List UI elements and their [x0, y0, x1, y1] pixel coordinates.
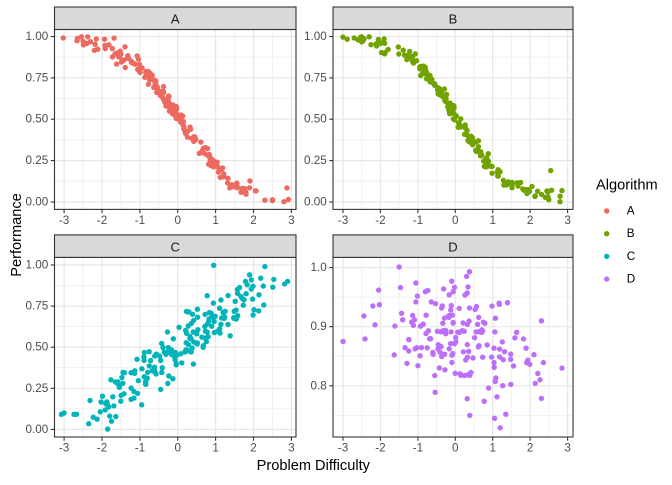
svg-text:D: D: [448, 239, 457, 254]
svg-text:1: 1: [489, 442, 496, 455]
svg-text:3: 3: [288, 442, 295, 455]
svg-text:A: A: [627, 204, 635, 217]
svg-text:-3: -3: [338, 214, 348, 227]
svg-text:A: A: [171, 11, 180, 26]
svg-text:0.9: 0.9: [311, 320, 327, 333]
svg-text:0.25: 0.25: [26, 154, 49, 167]
svg-text:1: 1: [212, 214, 219, 227]
svg-text:-1: -1: [135, 214, 145, 227]
svg-text:3: 3: [288, 214, 295, 227]
svg-text:C: C: [627, 250, 635, 263]
svg-text:-2: -2: [375, 442, 385, 455]
svg-text:Problem Difficulty: Problem Difficulty: [257, 458, 371, 474]
svg-text:0: 0: [174, 214, 181, 227]
svg-text:0.00: 0.00: [26, 423, 49, 436]
svg-text:-3: -3: [338, 442, 348, 455]
svg-text:Algorithm: Algorithm: [596, 178, 658, 194]
svg-text:D: D: [627, 273, 635, 286]
svg-text:3: 3: [564, 442, 571, 455]
svg-text:0.25: 0.25: [304, 154, 327, 167]
svg-text:1: 1: [212, 442, 219, 455]
svg-text:2: 2: [250, 214, 257, 227]
svg-text:-2: -2: [97, 442, 107, 455]
svg-text:-1: -1: [413, 442, 423, 455]
svg-text:0.50: 0.50: [26, 113, 49, 126]
svg-text:0.50: 0.50: [26, 341, 49, 354]
svg-text:0: 0: [174, 442, 181, 455]
svg-text:0.00: 0.00: [26, 196, 49, 209]
svg-text:2: 2: [527, 442, 534, 455]
svg-text:B: B: [627, 227, 635, 240]
svg-text:0: 0: [452, 214, 459, 227]
svg-text:1.00: 1.00: [304, 30, 327, 43]
svg-text:0.75: 0.75: [26, 71, 49, 84]
svg-text:-2: -2: [375, 214, 385, 227]
svg-text:0.25: 0.25: [26, 382, 49, 395]
svg-text:-2: -2: [97, 214, 107, 227]
svg-text:0.00: 0.00: [304, 196, 327, 209]
svg-text:1.0: 1.0: [311, 261, 328, 274]
svg-text:3: 3: [564, 214, 571, 227]
svg-text:1: 1: [489, 214, 496, 227]
svg-text:-3: -3: [59, 214, 69, 227]
svg-text:0.8: 0.8: [311, 379, 327, 392]
svg-text:-1: -1: [135, 442, 145, 455]
svg-text:0.50: 0.50: [304, 113, 327, 126]
svg-text:2: 2: [527, 214, 534, 227]
svg-text:Performance: Performance: [9, 193, 25, 277]
svg-text:1.00: 1.00: [26, 259, 49, 272]
svg-text:-1: -1: [413, 214, 423, 227]
svg-text:0.75: 0.75: [26, 300, 49, 313]
svg-text:-3: -3: [59, 442, 69, 455]
svg-text:B: B: [449, 11, 458, 26]
svg-text:0.75: 0.75: [304, 71, 327, 84]
svg-text:0: 0: [452, 442, 459, 455]
svg-text:C: C: [171, 239, 180, 254]
svg-text:1.00: 1.00: [26, 30, 49, 43]
svg-text:2: 2: [250, 442, 257, 455]
